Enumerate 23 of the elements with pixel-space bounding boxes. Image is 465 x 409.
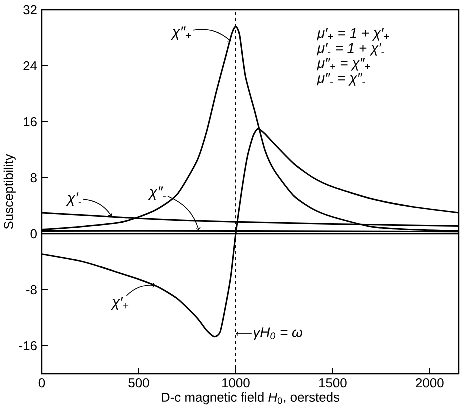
- x-axis-title: D-c magnetic field H$_{0}$, oersteds: [162, 392, 340, 405]
- annotation: μ′$_{+}$ = 1 + χ′$_{+}$: [317, 28, 390, 41]
- annotation: μ′$_{-}$ = 1 + χ′$_{-}$: [317, 43, 384, 56]
- y-tick-label: -16: [19, 341, 37, 351]
- annotation: χ″$_{+}$: [170, 26, 192, 40]
- annotation: χ′$_{-}$: [66, 192, 82, 206]
- annotation: χ″$_{-}$: [148, 186, 166, 200]
- y-tick-label: 8: [30, 173, 37, 183]
- y-tick-label: 16: [24, 117, 37, 127]
- x-tick-label: 500: [128, 378, 150, 388]
- y-tick-label: 24: [24, 61, 38, 71]
- y-axis-title: Susceptibility: [4, 154, 16, 230]
- x-tick-label: 2000: [416, 378, 444, 388]
- ref-line-label: γH$_{0}$ = ω: [254, 328, 302, 340]
- annotation: μ″$_{-}$ = χ″$_{-}$: [317, 73, 366, 86]
- y-tick-label: 0: [30, 229, 37, 239]
- x-tick-label: 1000: [222, 378, 250, 388]
- y-tick-label: -8: [26, 285, 37, 295]
- x-tick-label: 0: [38, 378, 46, 388]
- x-tick-label: 1500: [320, 378, 347, 388]
- annotation: χ′$_{+}$: [110, 297, 129, 310]
- annotation: μ″$_{+}$ = χ″$_{+}$: [317, 58, 370, 71]
- y-tick-label: 32: [24, 5, 37, 15]
